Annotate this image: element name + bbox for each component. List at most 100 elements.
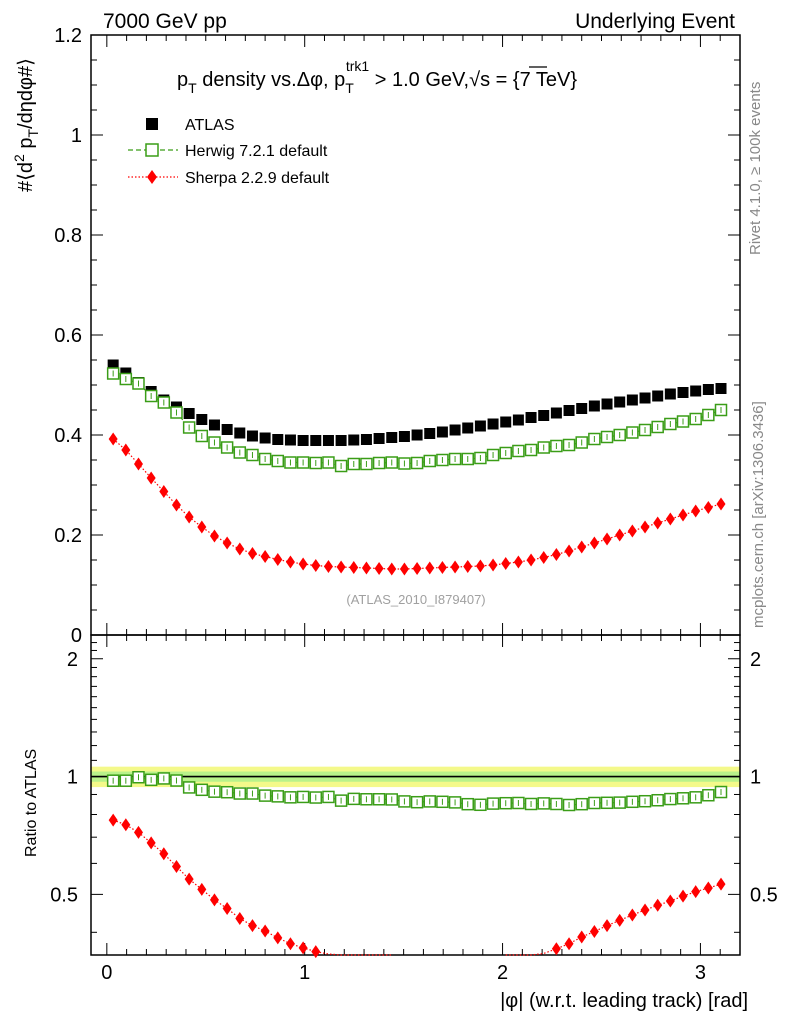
sherpa-point	[602, 532, 612, 546]
sherpa-ratio-point	[285, 937, 295, 951]
atlas-point	[196, 414, 208, 425]
atlas-point	[601, 398, 613, 410]
mcplots-label: mcplots.cern.ch [arXiv:1306.3436]	[750, 401, 767, 628]
atlas-point	[335, 435, 347, 446]
legend-label-atlas: ATLAS	[185, 117, 235, 134]
sherpa-ratio-line	[505, 883, 722, 956]
sherpa-ratio-point	[311, 945, 321, 959]
sherpa-ratio-point	[577, 930, 587, 944]
sherpa-ratio-point	[159, 847, 169, 861]
atlas-point	[310, 435, 322, 446]
ratio-tick-label-right: 0.5	[750, 884, 778, 906]
sherpa-point	[247, 547, 257, 560]
x-axis-label: |φ| (w.r.t. leading track) [rad]	[500, 990, 748, 1012]
sherpa-point	[235, 542, 245, 556]
atlas-point	[107, 359, 119, 371]
x-tick-label: 0	[101, 962, 112, 984]
sherpa-ratio-point	[564, 937, 574, 951]
sherpa-point	[273, 553, 283, 566]
sherpa-point	[425, 561, 435, 575]
sherpa-ratio-point	[146, 836, 156, 850]
atlas-point	[208, 419, 220, 431]
legend: ATLAS Herwig 7.2.1 default Sherpa 2.2.9 …	[128, 117, 330, 187]
atlas-point	[348, 434, 360, 446]
atlas-point	[386, 432, 398, 443]
atlas-point	[246, 430, 258, 442]
ratio-tick-label-left: 1	[67, 767, 78, 789]
sherpa-point	[374, 562, 384, 575]
atlas-point	[715, 383, 727, 394]
sherpa-point	[133, 457, 143, 471]
sherpa-ratio-point	[222, 902, 232, 916]
atlas-point	[436, 426, 448, 438]
main-plot-data	[106, 359, 728, 576]
sherpa-ratio-point	[551, 942, 561, 956]
sherpa-point	[184, 510, 194, 524]
legend-marker-herwig	[145, 143, 159, 157]
legend-marker-atlas	[146, 118, 158, 130]
legend-label-sherpa: Sherpa 2.2.9 default	[185, 170, 330, 187]
sherpa-ratio-point	[298, 941, 308, 955]
sherpa-point	[526, 553, 536, 567]
sherpa-ratio-point	[121, 818, 131, 832]
x-tick-label: 1	[299, 962, 310, 984]
atlas-point	[614, 396, 626, 408]
ratio-frame	[90, 634, 741, 956]
y-tick-label: 0.4	[54, 425, 82, 447]
atlas-point	[538, 410, 550, 421]
sherpa-point	[387, 562, 397, 576]
sherpa-point	[108, 432, 118, 446]
ratio-tick-label-left: 2	[67, 649, 78, 671]
atlas-point	[525, 412, 537, 423]
sherpa-ratio-point	[209, 893, 219, 907]
sherpa-point	[209, 529, 219, 543]
sherpa-point	[615, 528, 625, 542]
sherpa-point	[159, 485, 169, 498]
sherpa-point	[298, 557, 308, 571]
y-tick-label: 0.6	[54, 325, 82, 347]
sherpa-point	[577, 540, 587, 554]
atlas-point	[474, 420, 486, 432]
sherpa-ratio-point	[665, 894, 675, 908]
sherpa-ratio-point	[691, 885, 701, 899]
atlas-point	[588, 400, 600, 412]
atlas-point	[297, 435, 309, 446]
sherpa-point	[121, 443, 131, 457]
sherpa-point	[450, 560, 460, 574]
sherpa-point	[716, 497, 726, 511]
atlas-point	[360, 434, 372, 445]
sherpa-ratio-point	[615, 913, 625, 927]
sherpa-point	[399, 562, 409, 576]
sherpa-point	[361, 561, 371, 575]
atlas-point	[677, 387, 689, 398]
atlas-point	[411, 429, 423, 441]
sherpa-ratio-point	[589, 924, 599, 938]
analysis-watermark: (ATLAS_2010_I879407)	[346, 592, 485, 607]
atlas-point	[626, 394, 638, 406]
atlas-point	[462, 422, 474, 434]
sherpa-point	[463, 560, 473, 573]
sherpa-ratio-point	[184, 872, 194, 886]
ratio-tick-label-right: 1	[750, 767, 761, 789]
sherpa-point	[171, 498, 181, 512]
sherpa-point	[678, 508, 688, 522]
sherpa-point	[501, 557, 511, 570]
atlas-point	[576, 403, 588, 414]
atlas-point	[424, 428, 436, 439]
sherpa-point	[222, 536, 232, 550]
atlas-point	[284, 434, 296, 446]
atlas-point	[550, 407, 562, 419]
sherpa-ratio-point	[273, 931, 283, 945]
sherpa-ratio-point	[678, 889, 688, 903]
y-tick-label: 0.2	[54, 525, 82, 547]
sherpa-point	[539, 551, 549, 564]
atlas-point	[487, 418, 499, 430]
atlas-point	[664, 388, 676, 400]
atlas-point	[702, 384, 714, 395]
sherpa-point	[564, 544, 574, 558]
sherpa-point	[488, 558, 498, 572]
sherpa-point	[703, 501, 713, 514]
sherpa-point	[551, 548, 561, 561]
ratio-uncertainty-band	[91, 766, 740, 788]
